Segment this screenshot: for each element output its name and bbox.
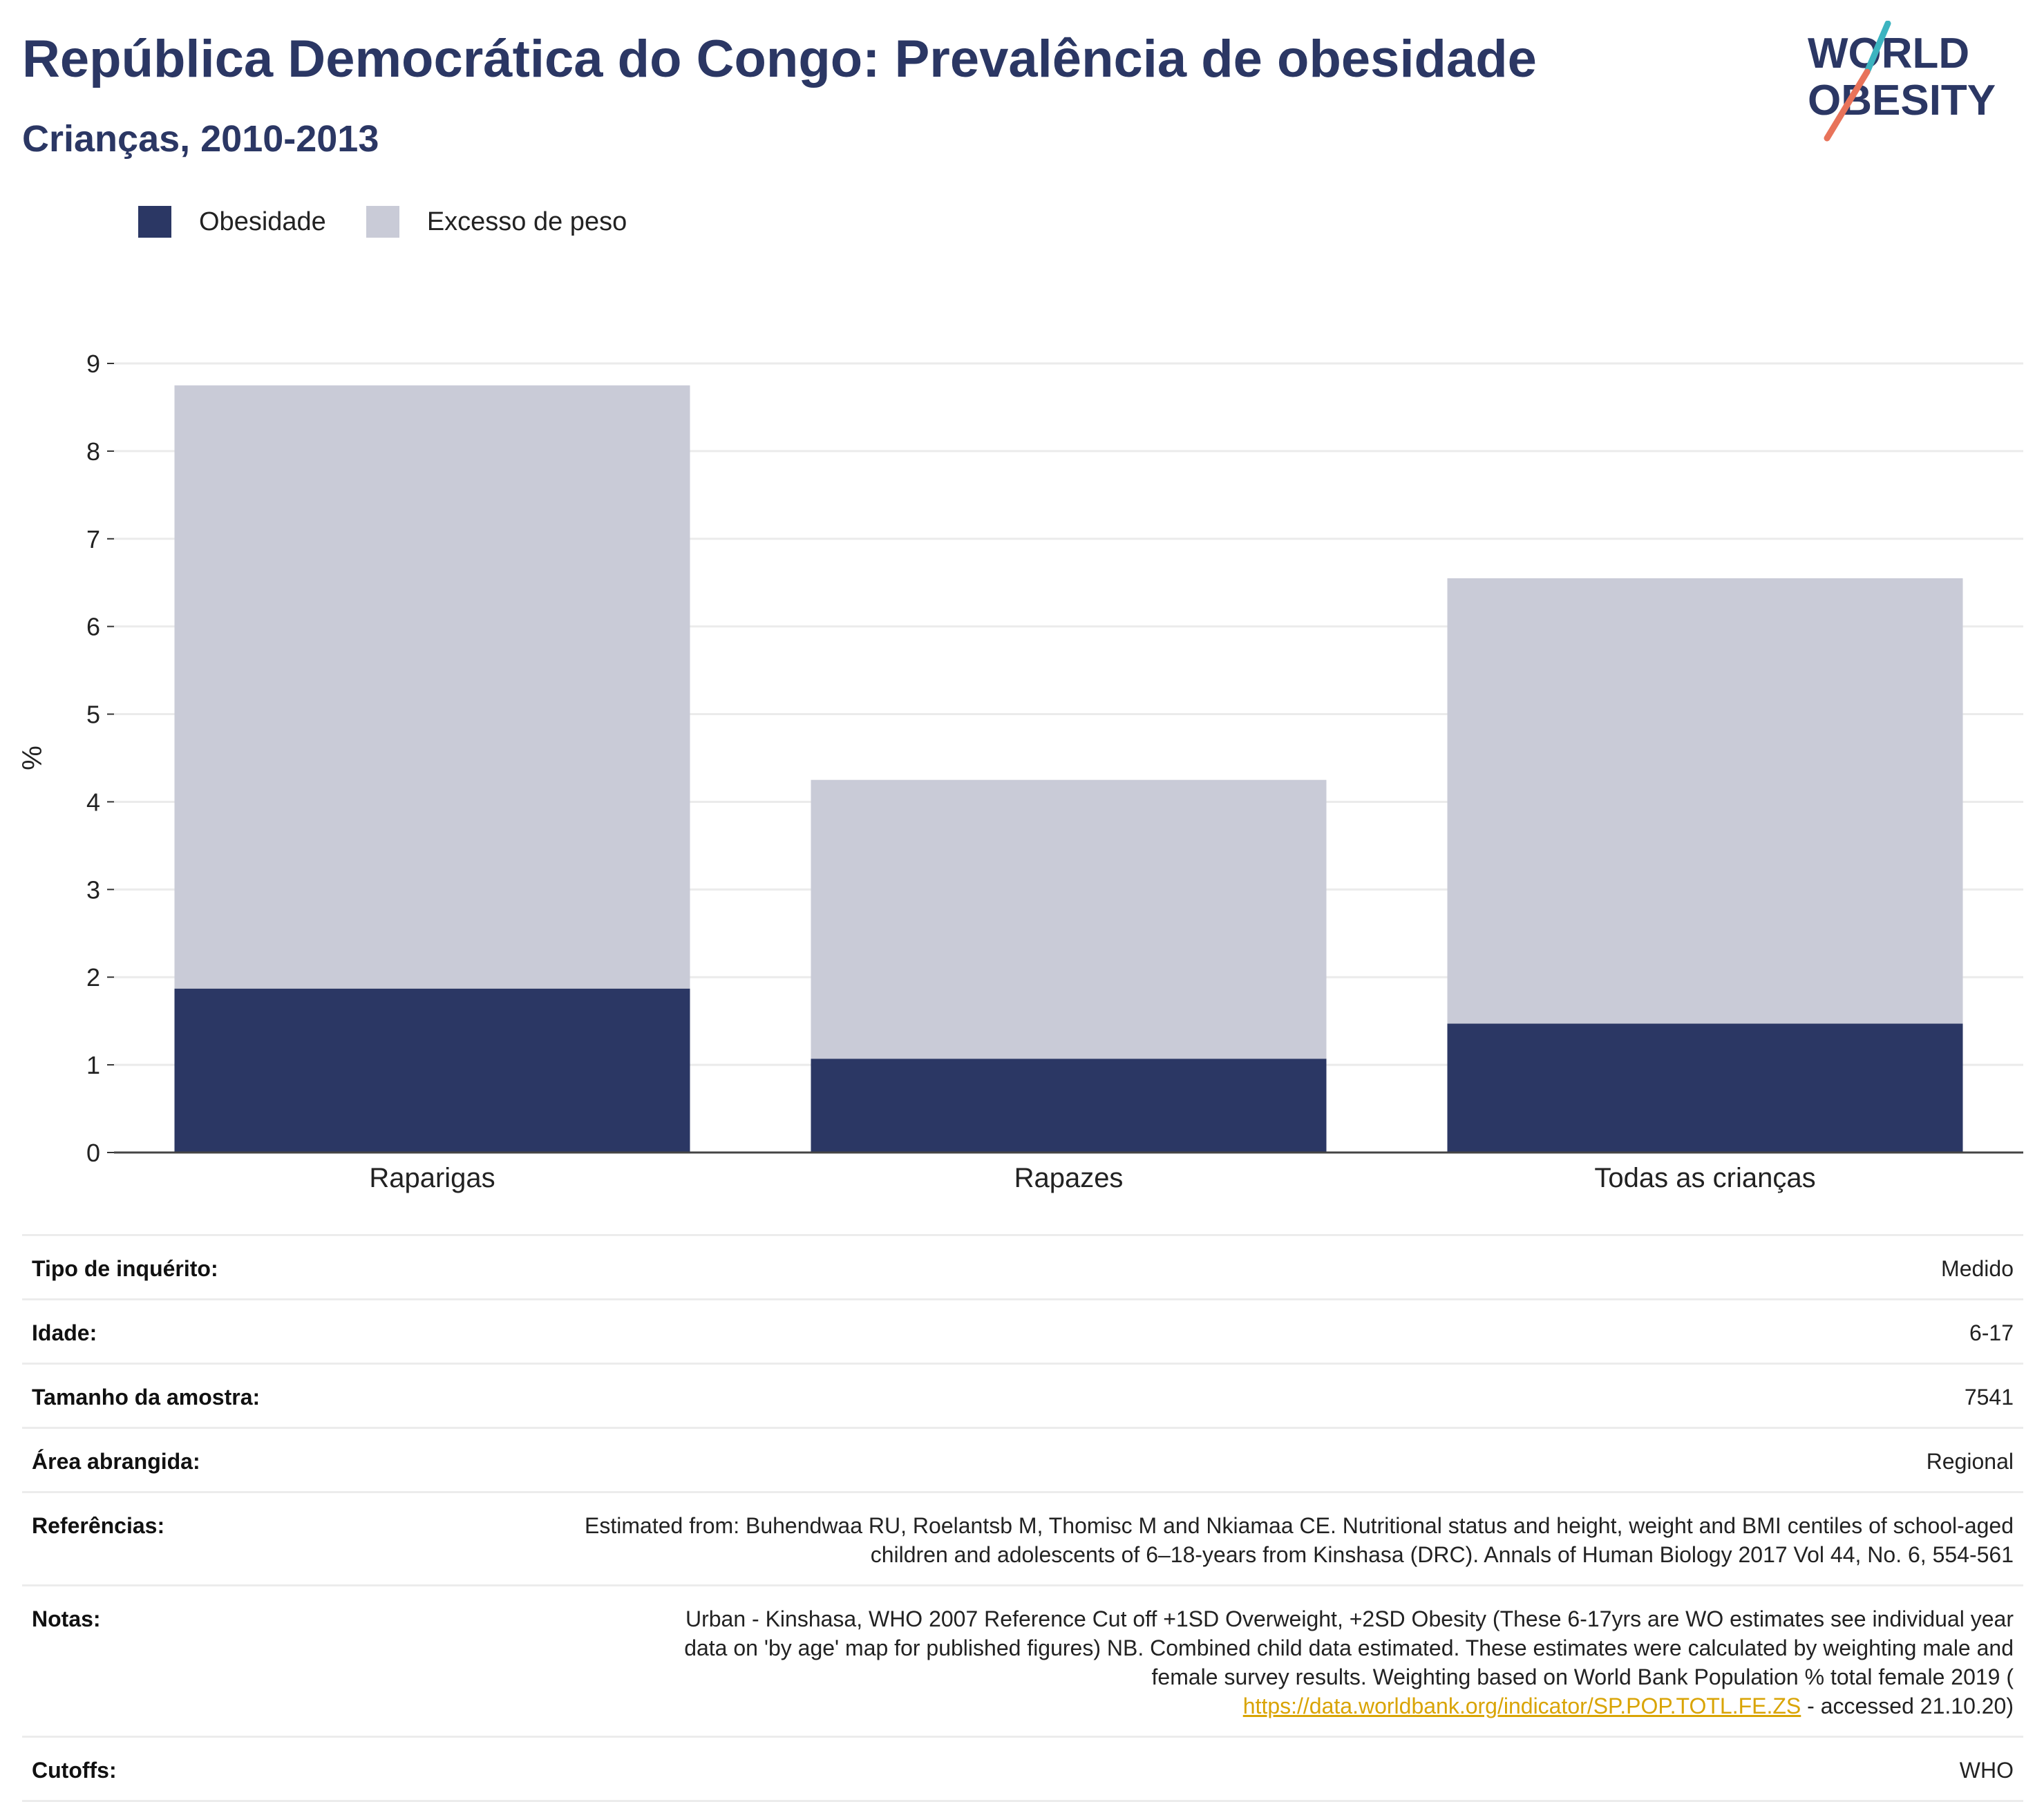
info-label: Cutoffs: [32,1758,117,1783]
info-label: Tamanho da amostra: [32,1385,261,1410]
notes-line-1: Urban - Kinshasa, WHO 2007 Reference Cut… [685,1606,2014,1631]
info-row-cutoffs: Cutoffs: WHO [22,1736,2023,1802]
world-obesity-logo: WORLD OBESITY [1808,21,1996,142]
bar-obesidade [1447,1023,1963,1153]
y-tick-label: 8 [86,437,100,466]
info-value: WHO [1959,1758,2014,1783]
notes-line-2: data on 'by age' map for published figur… [684,1635,2014,1660]
y-tick-label: 3 [86,875,100,904]
bar-excesso-de-peso [811,779,1327,1059]
y-axis-label: % [17,746,48,770]
info-value: Estimated from: Buhendwaa RU, Roelantsb … [585,1513,2014,1567]
chart-legend: Obesidade Excesso de peso [138,206,667,238]
info-row-age: Idade: 6-17 [22,1298,2023,1363]
bar-excesso-de-peso [1447,578,1963,1024]
logo-slash-top [1864,21,1891,75]
x-tick-label: Raparigas [369,1163,495,1193]
page-subtitle: Crianças, 2010-2013 [22,118,379,160]
notes-after-link: - accessed 21.10.20) [1801,1694,2014,1718]
info-value: Regional [1926,1449,2014,1474]
notes-line-3: female survey results. Weighting based o… [1151,1665,2014,1689]
y-tick-label: 7 [86,525,100,553]
y-tick-label: 4 [86,788,100,816]
info-row-area: Área abrangida: Regional [22,1427,2023,1491]
worldbank-link[interactable]: https://data.worldbank.org/indicator/SP.… [1242,1694,1801,1718]
survey-info-table: Tipo de inquérito: Medido Idade: 6-17 Ta… [22,1234,2023,1802]
y-tick-label: 5 [86,701,100,729]
logo-slash-bottom [1824,68,1871,142]
info-label: Tipo de inquérito: [32,1256,218,1281]
bar-excesso-de-peso [174,385,690,989]
legend-item-excesso[interactable]: Excesso de peso [366,206,627,238]
info-row-sample-size: Tamanho da amostra: 7541 [22,1363,2023,1427]
info-row-references: Referências: Estimated from: Buhendwaa R… [22,1491,2023,1584]
legend-label: Obesidade [199,207,326,236]
info-value: 7541 [1964,1385,2014,1410]
info-value: Urban - Kinshasa, WHO 2007 Reference Cut… [684,1604,2014,1720]
info-value: 6-17 [1969,1320,2014,1345]
legend-swatch-excesso [366,206,399,238]
legend-label: Excesso de peso [426,207,627,236]
info-value: Medido [1941,1256,2014,1281]
logo-text-obesity: OBESITY [1808,77,1996,124]
y-tick-label: 1 [86,1051,100,1079]
info-row-notes: Notas: Urban - Kinshasa, WHO 2007 Refere… [22,1584,2023,1736]
info-row-survey-type: Tipo de inquérito: Medido [22,1234,2023,1298]
y-tick-label: 9 [86,350,100,378]
y-tick-label: 0 [86,1139,100,1167]
bar-obesidade [174,988,690,1153]
logo-text-world: WORLD [1808,30,1969,77]
info-label: Notas: [32,1606,101,1631]
info-label: Idade: [32,1320,97,1345]
info-label: Área abrangida: [32,1449,200,1474]
legend-swatch-obesidade [138,206,171,238]
bar-chart: 0 1 2 3 4 5 6 7 8 9% Raparigas Rapazes Todas as cria… [17,350,2023,1193]
x-tick-label: Todas as crianças [1594,1163,1815,1193]
page-title: República Democrática do Congo: Prevalên… [22,30,1537,88]
info-label: Referências: [32,1513,165,1538]
legend-item-obesidade[interactable]: Obesidade [138,206,326,238]
x-tick-label: Rapazes [1014,1163,1124,1193]
y-tick-label: 6 [86,613,100,641]
bar-obesidade [811,1059,1327,1153]
y-tick-label: 2 [86,963,100,992]
